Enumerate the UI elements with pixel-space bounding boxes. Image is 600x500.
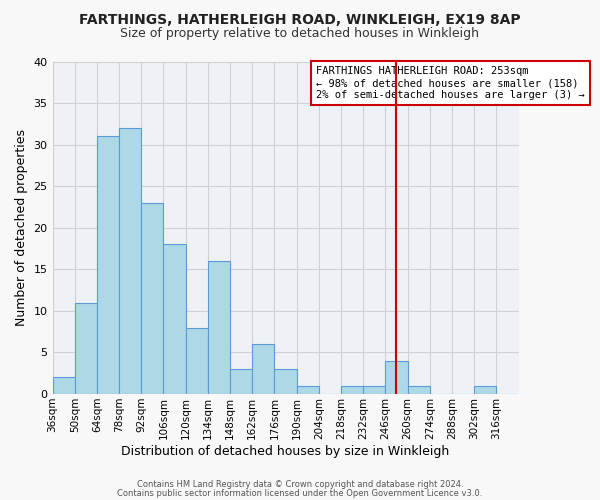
Y-axis label: Number of detached properties: Number of detached properties (15, 130, 28, 326)
Bar (75, 302, 97, 394)
Bar (119, 128, 142, 394)
Bar (185, 328, 208, 394)
Bar (230, 369, 252, 394)
Bar (274, 369, 296, 394)
Bar (407, 386, 430, 394)
Bar (363, 386, 385, 394)
Bar (208, 261, 230, 394)
Text: FARTHINGS HATHERLEIGH ROAD: 253sqm
← 98% of detached houses are smaller (158)
2%: FARTHINGS HATHERLEIGH ROAD: 253sqm ← 98%… (316, 66, 584, 100)
Bar (252, 344, 274, 394)
Bar (385, 361, 407, 394)
Bar (163, 244, 185, 394)
Bar (97, 136, 119, 394)
Bar (474, 386, 496, 394)
Bar (53, 378, 75, 394)
Text: FARTHINGS, HATHERLEIGH ROAD, WINKLEIGH, EX19 8AP: FARTHINGS, HATHERLEIGH ROAD, WINKLEIGH, … (79, 12, 521, 26)
Bar (341, 386, 363, 394)
Bar (296, 386, 319, 394)
Bar (142, 203, 163, 394)
Text: Contains public sector information licensed under the Open Government Licence v3: Contains public sector information licen… (118, 488, 482, 498)
Text: Size of property relative to detached houses in Winkleigh: Size of property relative to detached ho… (121, 28, 479, 40)
X-axis label: Distribution of detached houses by size in Winkleigh: Distribution of detached houses by size … (121, 444, 449, 458)
Text: Contains HM Land Registry data © Crown copyright and database right 2024.: Contains HM Land Registry data © Crown c… (137, 480, 463, 489)
